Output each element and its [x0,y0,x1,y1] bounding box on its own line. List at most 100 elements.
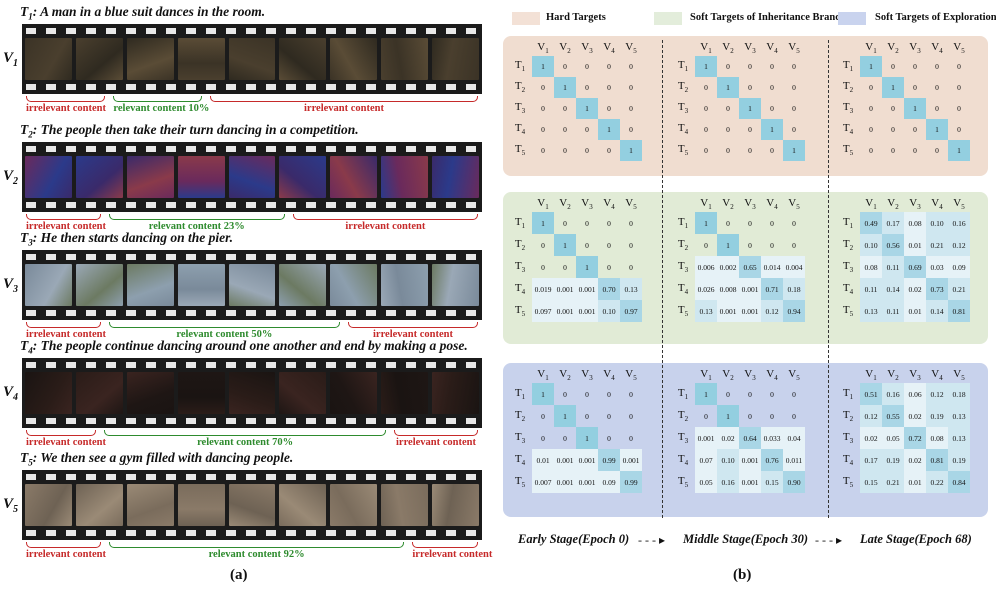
matrix-cell: 1 [717,405,739,427]
panel-b-label: (b) [733,567,752,583]
matrix-cell: 0 [563,433,567,443]
matrix-row-header: T1 [514,59,526,74]
matrix-cell: 0 [770,218,774,228]
video-frame [432,484,480,526]
matrix-col-header: V5 [788,367,800,383]
matrix-cell: 0 [891,146,895,155]
video-frame [126,156,174,198]
matrix-cell: 0.001 [739,278,761,300]
video-frame [279,264,327,306]
text-query-caption: T1: A man in a blue suit dances in the r… [20,4,266,22]
matrix-cell: 0 [792,125,796,134]
video-frame [279,372,327,414]
matrix-cell: 0 [541,125,545,134]
matrix-cell: 0 [629,389,633,399]
matrix-cell: 0.001 [554,449,576,471]
video-frame [228,38,276,80]
matrix-row-header: T5 [842,303,854,319]
matrix-cell: 0.17 [882,212,904,234]
matrix-row-header: T3 [842,259,854,275]
matrix-row-header: T5 [677,303,689,319]
matrix-col-header: V5 [625,367,637,383]
matrix-cell: 0 [891,104,895,113]
matrix-col-header: V5 [953,40,965,56]
video-frame [381,264,429,306]
matrix-cell: 0.12 [926,383,948,405]
matrix-row-header: T2 [514,237,526,253]
matrix-cell: 0.007 [532,471,554,493]
matrix-col-header: V2 [722,367,734,383]
matrix-cell: 0.97 [620,300,642,322]
matrix-cell: 0.12 [761,300,783,322]
matrix-row-header: T5 [842,474,854,490]
matrix-cell: 0.73 [926,278,948,300]
matrix-cell: 0.14 [926,300,948,322]
matrix-cell: 0 [607,146,611,155]
matrix-cell: 0.81 [948,300,970,322]
matrix-cell: 0 [541,240,545,250]
video-frame [25,372,72,414]
video-frame [381,372,429,414]
matrix-row-header: T4 [677,452,689,468]
matrix-cell: 0.001 [576,278,598,300]
matrix-cell: 0 [935,104,939,113]
matrix-cell: 0.014 [761,256,783,278]
matrix-cell: 0 [891,62,895,71]
matrix-cell: 0 [585,125,589,134]
video-frame [228,264,276,306]
matrix-cell: 0.01 [532,449,554,471]
matrix-cell: 0.16 [717,471,739,493]
matrix-row-header: T5 [514,303,526,319]
matrix-cell: 0 [726,104,730,113]
matrix-cell: 0.001 [695,427,717,449]
segment-brace [412,542,478,548]
matrix-cell: 0.65 [739,256,761,278]
matrix-cell: 1 [717,234,739,256]
matrix-col-header: V4 [603,40,615,56]
video-frame [25,264,72,306]
matrix-cell: 0 [629,218,633,228]
matrix-cell: 0 [585,240,589,250]
matrix-cell: 0 [770,411,774,421]
segment-brace [26,322,101,328]
legend-label: Soft Targets of Exploration Branch [875,12,996,23]
matrix-cell: 0 [541,262,545,272]
matrix-cell: 0 [913,83,917,92]
matrix-row-header: T2 [677,237,689,253]
matrix-cell: 0 [563,218,567,228]
matrix-cell: 0 [629,262,633,272]
matrix-cell: 0.18 [948,383,970,405]
matrix-cell: 0 [607,62,611,71]
matrix-row-header: T5 [842,143,854,158]
matrix-row-header: T2 [842,237,854,253]
matrix-row-header: T4 [514,122,526,137]
matrix-cell: 0 [748,125,752,134]
matrix-cell: 0.001 [739,300,761,322]
matrix-cell: 0.001 [576,471,598,493]
matrix-cell: 0 [792,62,796,71]
matrix-row-header: T2 [842,408,854,424]
video-frame [432,156,480,198]
matrix-cell: 0 [726,389,730,399]
matrix-row-header: T4 [514,281,526,297]
video-frame [330,484,378,526]
matrix-row-header: T2 [677,80,689,95]
matrix-cell: 0 [957,83,961,92]
matrix-cell: 0 [607,104,611,113]
video-frame [126,484,174,526]
matrix-cell: 0.13 [695,300,717,322]
video-frame [25,38,72,80]
text-query-caption: T2: The people then take their turn danc… [20,122,359,140]
matrix-cell: 0.04 [783,427,805,449]
matrix-cell: 0 [629,104,633,113]
matrix-row-header: T4 [677,122,689,137]
matrix-cell: 1 [695,212,717,234]
matrix-cell: 0 [748,218,752,228]
matrix-cell: 0.001 [717,300,739,322]
matrix-row-header: T5 [514,143,526,158]
matrix-cell: 0.08 [860,256,882,278]
video-frame [330,264,378,306]
irrelevant-content-label: irrelevant content [412,549,493,560]
segment-brace [26,430,97,436]
segment-brace [292,214,478,220]
